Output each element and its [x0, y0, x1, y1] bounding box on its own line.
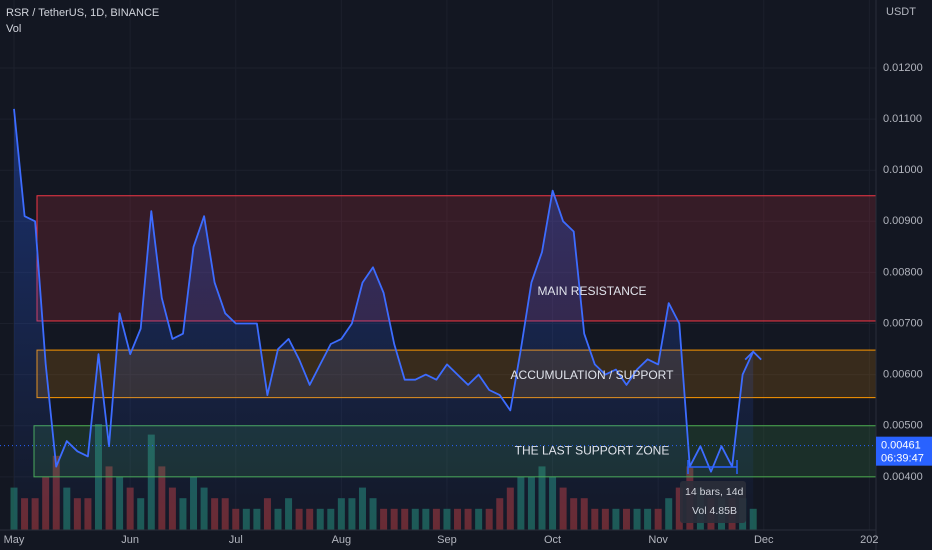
- x-tick-label: May: [4, 534, 25, 546]
- x-tick-label: 202: [860, 534, 878, 546]
- y-tick-label: 0.01200: [883, 62, 923, 74]
- zone-label: MAIN RESISTANCE: [537, 284, 646, 298]
- y-tick-label: 0.00800: [883, 266, 923, 278]
- measure-volume: Vol 4.85B: [692, 505, 737, 517]
- x-tick-label: Oct: [544, 534, 561, 546]
- price-line: [13, 108, 755, 473]
- zone-label: ACCUMULATION / SUPPORT: [511, 368, 675, 382]
- zone-label: THE LAST SUPPORT ZONE: [515, 443, 670, 457]
- last-price-box: [876, 436, 932, 466]
- y-tick-label: 0.00400: [883, 471, 923, 483]
- zone: [36, 195, 877, 322]
- x-tick-label: Aug: [332, 534, 352, 546]
- volume-legend: Vol: [6, 23, 21, 35]
- y-tick-label: 0.01000: [883, 164, 923, 176]
- chart-title: RSR / TetherUS, 1D, BINANCE: [6, 7, 159, 19]
- measure-tooltip: [680, 481, 746, 523]
- x-tick-label: Jun: [121, 534, 139, 546]
- last-price-label: 0.00461: [881, 440, 921, 452]
- y-tick-label: 0.01100: [883, 113, 922, 125]
- x-tick-label: Dec: [754, 534, 774, 546]
- y-tick-label: 0.00500: [883, 420, 923, 432]
- y-tick-label: 0.00700: [883, 317, 923, 329]
- y-axis-label: USDT: [886, 6, 916, 18]
- x-tick-label: Sep: [437, 534, 457, 546]
- x-tick-label: Jul: [229, 534, 243, 546]
- line-area: [14, 108, 754, 531]
- y-tick-label: 0.00600: [883, 369, 923, 381]
- measure-tool: 14 bars, 14d Vol 4.85B: [680, 460, 746, 523]
- x-tick-label: Nov: [648, 534, 668, 546]
- y-tick-label: 0.00900: [883, 215, 923, 227]
- countdown-label: 06:39:47: [881, 453, 924, 465]
- axes-layer: 0.00400 0.00500 0.00600 0.00700 0.00800 0.009…: [4, 62, 932, 546]
- arrow-head: [744, 350, 762, 361]
- measure-bars: 14 bars, 14d: [685, 486, 744, 498]
- plot-layer: MAIN RESISTANCE ACCUMULATION / SUPPORT THE…: [0, 108, 876, 531]
